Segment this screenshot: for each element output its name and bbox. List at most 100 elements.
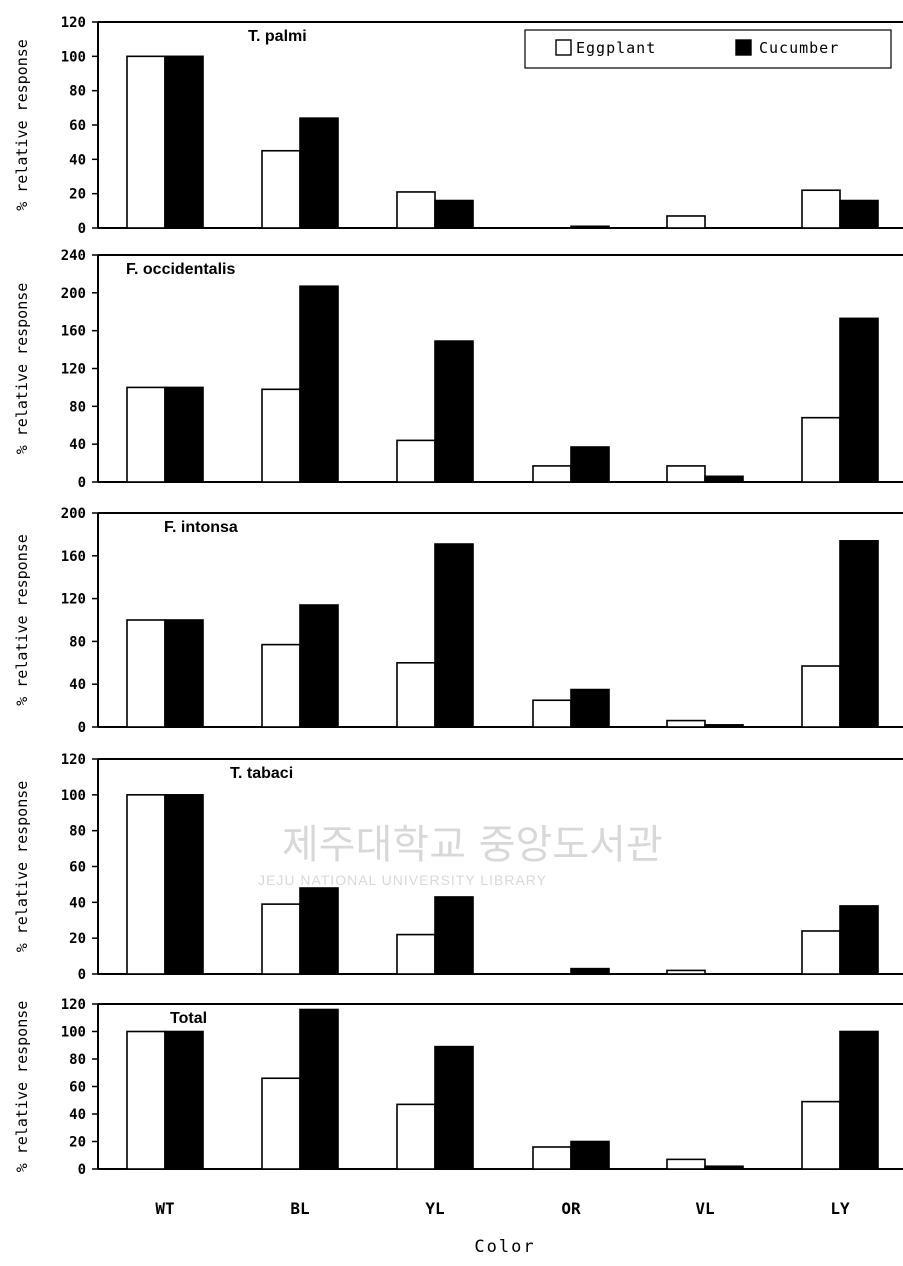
legend-label-cucumber: Cucumber — [759, 39, 839, 57]
panel-title: T. palmi — [248, 28, 307, 45]
y-tick-label: 60 — [69, 118, 86, 134]
bar-eggplant-wt — [126, 794, 166, 975]
bar-cucumber-wt — [164, 1030, 204, 1170]
y-axis-label: % relative response — [13, 781, 31, 953]
y-tick-label: 80 — [69, 399, 86, 415]
y-tick-label: 120 — [61, 997, 86, 1013]
y-tick-label: 160 — [61, 324, 86, 340]
bar-cucumber-yl — [434, 896, 474, 975]
panel-4: 0 20 40 60 80 100 120 % relative response Total — [13, 997, 903, 1178]
y-tick-label: 0 — [78, 221, 86, 237]
bar-eggplant-yl — [396, 191, 436, 229]
y-tick-label: 120 — [61, 752, 86, 768]
bar-eggplant-wt — [126, 619, 166, 728]
bar-eggplant-bl — [261, 1077, 301, 1170]
bar-eggplant-yl — [396, 933, 436, 975]
bar-cucumber-or — [570, 1140, 610, 1170]
bar-eggplant-vl — [666, 465, 706, 483]
bar-eggplant-wt — [126, 55, 166, 229]
x-tick-label: BL — [290, 1199, 309, 1218]
bar-eggplant-yl — [396, 1103, 436, 1170]
bar-eggplant-wt — [126, 386, 166, 483]
panel-2: 0 40 80 120 160 200 % relative response F. into… — [13, 506, 903, 736]
bar-cucumber-vl — [704, 475, 744, 483]
y-tick-label: 100 — [61, 49, 86, 65]
panel-title: Total — [170, 1010, 207, 1027]
panel-title: F. occidentalis — [126, 261, 235, 278]
x-axis-label: Color — [474, 1237, 535, 1257]
bar-cucumber-yl — [434, 199, 474, 229]
y-tick-label: 20 — [69, 187, 86, 203]
bar-cucumber-or — [570, 688, 610, 728]
bar-cucumber-ly — [839, 1030, 879, 1170]
y-tick-label: 160 — [61, 549, 86, 565]
bar-cucumber-wt — [164, 619, 204, 728]
bar-cucumber-wt — [164, 794, 204, 975]
y-tick-label: 20 — [69, 1135, 86, 1151]
y-tick-label: 120 — [61, 15, 86, 31]
watermark-english: JEJU NATIONAL UNIVERSITY LIBRARY — [258, 872, 547, 888]
y-tick-label: 240 — [61, 248, 86, 264]
legend-swatch-cucumber — [735, 39, 752, 56]
bar-eggplant-vl — [666, 969, 706, 975]
y-tick-label: 0 — [78, 720, 86, 736]
y-tick-label: 80 — [69, 634, 86, 650]
x-tick-label: YL — [425, 1199, 444, 1218]
y-tick-label: 60 — [69, 860, 86, 876]
y-tick-label: 0 — [78, 967, 86, 983]
bar-cucumber-vl — [704, 1165, 744, 1170]
y-tick-label: 120 — [61, 592, 86, 608]
y-axis-label: % relative response — [13, 534, 31, 706]
y-tick-label: 60 — [69, 1080, 86, 1096]
bar-eggplant-wt — [126, 1030, 166, 1170]
y-tick-label: 40 — [69, 437, 86, 453]
y-tick-label: 0 — [78, 475, 86, 491]
bar-cucumber-bl — [299, 285, 339, 483]
bar-cucumber-bl — [299, 887, 339, 975]
bar-eggplant-vl — [666, 1158, 706, 1170]
bar-cucumber-or — [570, 225, 610, 229]
y-tick-label: 40 — [69, 1107, 86, 1123]
bar-eggplant-ly — [801, 665, 841, 728]
y-tick-label: 200 — [61, 286, 86, 302]
bar-cucumber-wt — [164, 386, 204, 483]
bar-cucumber-bl — [299, 1008, 339, 1170]
bar-cucumber-ly — [839, 905, 879, 975]
y-axis-label: % relative response — [13, 39, 31, 211]
panel-title: T. tabaci — [230, 765, 293, 782]
watermark-korean: 제주대학교 중앙도서관 — [282, 822, 663, 868]
y-tick-label: 0 — [78, 1162, 86, 1178]
bar-cucumber-or — [570, 967, 610, 975]
bar-eggplant-ly — [801, 416, 841, 483]
bar-eggplant-vl — [666, 719, 706, 728]
panel-title: F. intonsa — [164, 519, 238, 536]
bar-eggplant-or — [532, 1146, 572, 1170]
y-tick-label: 200 — [61, 506, 86, 522]
y-tick-label: 40 — [69, 895, 86, 911]
bar-eggplant-yl — [396, 661, 436, 728]
y-tick-label: 20 — [69, 931, 86, 947]
x-tick-label: VL — [695, 1199, 714, 1218]
x-tick-label: WT — [155, 1199, 174, 1218]
bar-cucumber-yl — [434, 1045, 474, 1170]
bar-eggplant-yl — [396, 439, 436, 483]
y-tick-label: 40 — [69, 677, 86, 693]
y-tick-label: 120 — [61, 362, 86, 378]
bar-eggplant-bl — [261, 643, 301, 728]
legend: Eggplant Cucumber — [524, 29, 892, 69]
panel-1: 0 40 80 120 160 200 240 % relative response F. o… — [13, 248, 903, 491]
bar-cucumber-bl — [299, 604, 339, 728]
panel-3: 0 20 40 60 80 100 120 % relative response T. tab… — [13, 752, 903, 983]
bar-cucumber-ly — [839, 199, 879, 229]
bar-cucumber-wt — [164, 55, 204, 229]
x-tick-label: OR — [561, 1199, 581, 1218]
bar-eggplant-or — [532, 699, 572, 728]
bar-cucumber-ly — [839, 317, 879, 483]
bar-cucumber-bl — [299, 117, 339, 229]
y-axis-label: % relative response — [13, 1001, 31, 1173]
bar-eggplant-bl — [261, 903, 301, 975]
bar-cucumber-yl — [434, 340, 474, 483]
bar-eggplant-bl — [261, 388, 301, 483]
legend-swatch-eggplant — [555, 39, 572, 56]
